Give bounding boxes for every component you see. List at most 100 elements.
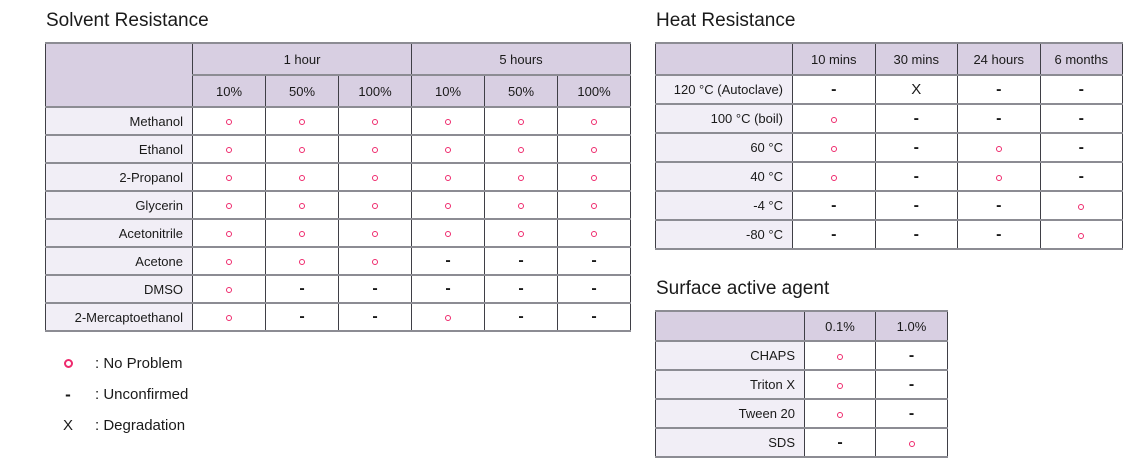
- result-cell: [957, 161, 1041, 192]
- no-problem-icon: [63, 359, 73, 368]
- table-row: SDS -: [655, 427, 948, 458]
- table-row: Ethanol: [45, 134, 631, 164]
- no-problem-icon: [591, 175, 597, 182]
- result-cell: -: [265, 274, 339, 304]
- no-problem-icon: [226, 147, 232, 154]
- unconfirmed-mark: -: [831, 80, 837, 98]
- no-problem-icon: [445, 119, 451, 126]
- result-cell: [192, 134, 266, 164]
- result-cell: -: [957, 219, 1041, 250]
- no-problem-icon: [445, 203, 451, 210]
- result-cell: -: [874, 132, 958, 163]
- unconfirmed-mark: -: [913, 138, 919, 156]
- result-cell: [411, 106, 485, 136]
- result-cell: -: [804, 427, 876, 458]
- corner-cell: [655, 310, 805, 342]
- no-problem-icon: [372, 203, 378, 210]
- result-cell: [265, 134, 339, 164]
- table-row: Tween 20 -: [655, 398, 948, 429]
- column-header: 24 hours: [957, 42, 1041, 76]
- result-cell: -: [557, 274, 631, 304]
- result-cell: [265, 106, 339, 136]
- no-problem-icon: [591, 147, 597, 154]
- no-problem-icon: [518, 119, 524, 126]
- result-cell: -: [557, 302, 631, 332]
- unconfirmed-mark: -: [591, 252, 597, 269]
- result-cell: [338, 106, 412, 136]
- result-cell: [338, 246, 412, 276]
- unconfirmed-mark: -: [518, 252, 524, 269]
- result-cell: -: [957, 74, 1041, 105]
- result-cell: [804, 369, 876, 400]
- legend-symbol-cell: [58, 359, 78, 368]
- row-label: 2-Mercaptoethanol: [45, 302, 193, 332]
- table-row: 2-Mercaptoethanol - - - -: [45, 302, 631, 332]
- no-problem-icon: [372, 259, 378, 266]
- result-cell: [192, 190, 266, 220]
- result-cell: -: [484, 274, 558, 304]
- legend-item-degradation: X : Degradation: [58, 410, 188, 441]
- result-cell: [792, 132, 876, 163]
- no-problem-icon: [995, 174, 1002, 181]
- surface-active-agent-table: 0.1% 1.0% CHAPS - Triton X - Tween 20 - SDS -: [655, 310, 948, 458]
- no-problem-icon: [837, 382, 843, 389]
- unconfirmed-mark: -: [372, 280, 378, 297]
- row-label: Glycerin: [45, 190, 193, 220]
- result-cell: -: [411, 274, 485, 304]
- no-problem-icon: [299, 175, 305, 182]
- result-cell: [192, 246, 266, 276]
- unconfirmed-mark: -: [908, 404, 915, 422]
- result-cell: -: [1039, 103, 1123, 134]
- no-problem-icon: [908, 440, 915, 447]
- unconfirmed-mark: -: [913, 167, 919, 185]
- table-row: Acetone - - -: [45, 246, 631, 276]
- no-problem-icon: [518, 147, 524, 154]
- result-cell: -: [874, 161, 958, 192]
- unconfirmed-mark: -: [996, 80, 1002, 98]
- unconfirmed-mark: -: [65, 384, 71, 404]
- result-cell: [557, 162, 631, 192]
- result-cell: [804, 340, 876, 371]
- row-label: -80 °C: [655, 219, 793, 250]
- no-problem-icon: [837, 353, 843, 360]
- row-label: Tween 20: [655, 398, 805, 429]
- no-problem-icon: [518, 231, 524, 238]
- no-problem-icon: [830, 116, 837, 123]
- result-cell: -: [1039, 132, 1123, 163]
- solvent-resistance-section: Solvent Resistance 1 hour 5 hours 10% 50% 10…: [45, 8, 631, 332]
- result-cell: [338, 218, 412, 248]
- row-label: Methanol: [45, 106, 193, 136]
- row-label: Triton X: [655, 369, 805, 400]
- unconfirmed-mark: -: [996, 109, 1002, 127]
- result-cell: X: [874, 74, 958, 105]
- column-group-header: 5 hours: [411, 42, 631, 76]
- unconfirmed-mark: -: [831, 225, 837, 243]
- row-label: Ethanol: [45, 134, 193, 164]
- no-problem-icon: [226, 259, 232, 266]
- result-cell: [792, 103, 876, 134]
- result-cell: [957, 132, 1041, 163]
- row-label: Acetonitrile: [45, 218, 193, 248]
- result-cell: [338, 162, 412, 192]
- column-header: 50%: [484, 74, 558, 108]
- table-row: 100 °C (boil) - - -: [655, 103, 1123, 134]
- column-header: 6 months: [1039, 42, 1123, 76]
- table-row: Acetonitrile: [45, 218, 631, 248]
- result-cell: [484, 106, 558, 136]
- result-cell: [557, 218, 631, 248]
- table-row: Methanol: [45, 106, 631, 136]
- legend-item-unconfirmed: - : Unconfirmed: [58, 379, 188, 410]
- row-label: CHAPS: [655, 340, 805, 371]
- result-cell: [484, 162, 558, 192]
- result-cell: -: [338, 274, 412, 304]
- result-cell: -: [957, 190, 1041, 221]
- column-header: 30 mins: [874, 42, 958, 76]
- result-cell: -: [265, 302, 339, 332]
- unconfirmed-mark: -: [1078, 167, 1084, 185]
- legend-item-no-problem: : No Problem: [58, 348, 188, 379]
- table-row: 60 °C - -: [655, 132, 1123, 163]
- no-problem-icon: [299, 147, 305, 154]
- no-problem-icon: [445, 175, 451, 182]
- no-problem-icon: [226, 315, 232, 322]
